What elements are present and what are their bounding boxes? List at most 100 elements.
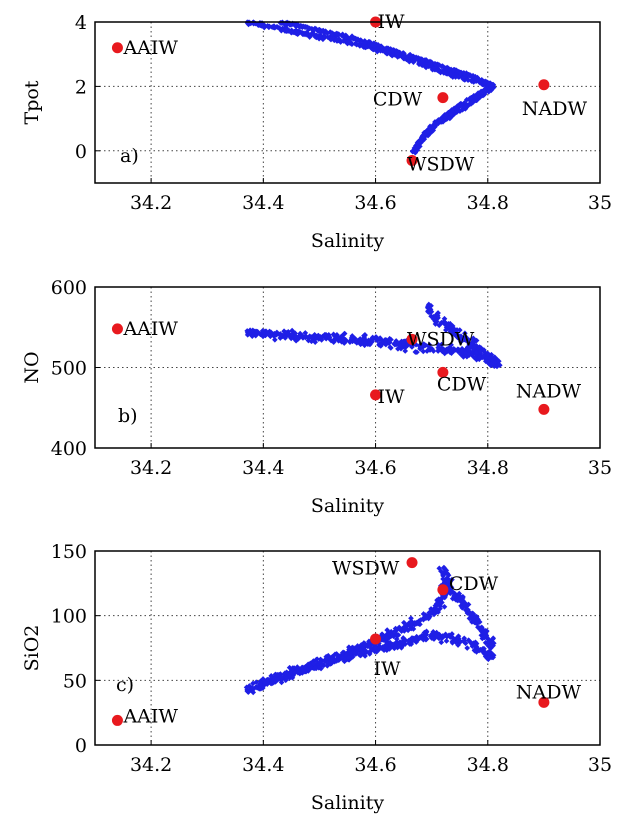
data-point [274, 676, 280, 682]
data-point [449, 323, 456, 329]
marker-wsdw [406, 557, 418, 569]
data-point [292, 330, 298, 337]
y-tick-label: 600 [51, 277, 87, 299]
data-point [443, 111, 450, 118]
data-point [481, 633, 488, 640]
y-axis-label: SiO2 [21, 625, 43, 672]
y-tick-label: 0 [75, 735, 87, 757]
data-point [486, 650, 492, 657]
data-point [438, 596, 445, 602]
marker-label-nadw: NADW [516, 380, 582, 402]
marker-aaiw [111, 323, 123, 335]
data-point [277, 332, 284, 339]
water-mass-markers [111, 557, 550, 726]
data-point [403, 343, 410, 349]
data-point [318, 662, 325, 668]
data-point [386, 339, 393, 346]
data-point [412, 620, 418, 627]
data-point [296, 23, 303, 30]
marker-nadw [538, 696, 550, 708]
data-cloud [244, 19, 497, 156]
x-tick-label: 35 [588, 457, 612, 479]
data-point [442, 348, 448, 355]
data-point [329, 656, 335, 663]
data-point [391, 340, 398, 347]
panel-a: 34.2 34.4 34.6 34.8 35 024 Salinity Tpot a) … [21, 11, 612, 252]
axes-frame [94, 550, 601, 746]
data-point [418, 634, 424, 641]
data-point [435, 344, 442, 351]
data-point [437, 605, 443, 612]
x-tick-label: 34.4 [242, 192, 284, 214]
data-point [286, 672, 293, 679]
x-axis-label: Salinity [311, 495, 384, 517]
data-point [323, 331, 329, 338]
x-tick-label: 34.8 [467, 457, 509, 479]
data-point [478, 626, 484, 633]
data-point [428, 124, 435, 130]
data-point [402, 624, 409, 631]
data-point [386, 335, 393, 342]
data-point [472, 94, 479, 101]
x-tick-label: 34.8 [467, 754, 509, 776]
data-point [374, 337, 381, 344]
data-point [476, 77, 483, 83]
data-point [469, 336, 476, 342]
y-tick-label: 50 [63, 670, 87, 692]
data-point [485, 642, 492, 649]
data-point [464, 645, 471, 651]
data-point [476, 354, 483, 360]
data-point [244, 688, 251, 694]
data-point [420, 348, 427, 355]
data-point [448, 341, 454, 348]
data-point [443, 632, 450, 639]
y-tick-label: 4 [75, 12, 87, 34]
data-point [487, 355, 493, 361]
data-point [391, 645, 398, 652]
data-point [408, 615, 414, 622]
y-tick-labels: 0 2 4 [75, 12, 87, 163]
data-point [459, 106, 466, 113]
data-point [340, 335, 347, 342]
data-point [312, 665, 319, 671]
data-point [383, 341, 389, 348]
data-point [320, 27, 327, 34]
marker-label-wsdw: WSDW [407, 153, 475, 175]
data-point [437, 118, 443, 125]
data-point [445, 572, 452, 579]
data-point [392, 625, 399, 632]
data-point [440, 576, 446, 582]
x-tick-label: 34.6 [354, 192, 396, 214]
data-point [466, 345, 473, 352]
x-tick-label: 34.8 [467, 192, 509, 214]
water-mass-markers [111, 323, 550, 415]
marker-label-cdw: CDW [437, 373, 487, 395]
data-point [308, 664, 315, 671]
data-point [472, 646, 478, 653]
data-point [466, 615, 473, 622]
data-point [441, 315, 448, 322]
panel-c: 34.2 34.4 34.6 34.8 35 0 50 100 150 Salinity Si… [21, 541, 612, 814]
data-point [271, 333, 277, 340]
data-point [339, 650, 346, 656]
marker-iw [370, 389, 382, 401]
data-point [420, 341, 427, 347]
data-point [455, 334, 461, 340]
marker-label-wsdw: WSDW [407, 328, 475, 350]
data-point [451, 593, 457, 599]
data-point [482, 86, 489, 92]
data-point [443, 65, 449, 72]
data-point [354, 644, 360, 650]
data-point [463, 337, 470, 344]
y-tick-label: 2 [75, 76, 87, 98]
data-point [461, 70, 467, 76]
data-point [387, 344, 393, 351]
data-point [380, 633, 386, 639]
data-point [317, 656, 324, 663]
data-point [477, 348, 484, 355]
data-point [256, 681, 263, 688]
data-point [249, 685, 256, 691]
data-point [482, 79, 489, 86]
data-point [278, 679, 285, 686]
marker-wsdw [406, 154, 418, 166]
